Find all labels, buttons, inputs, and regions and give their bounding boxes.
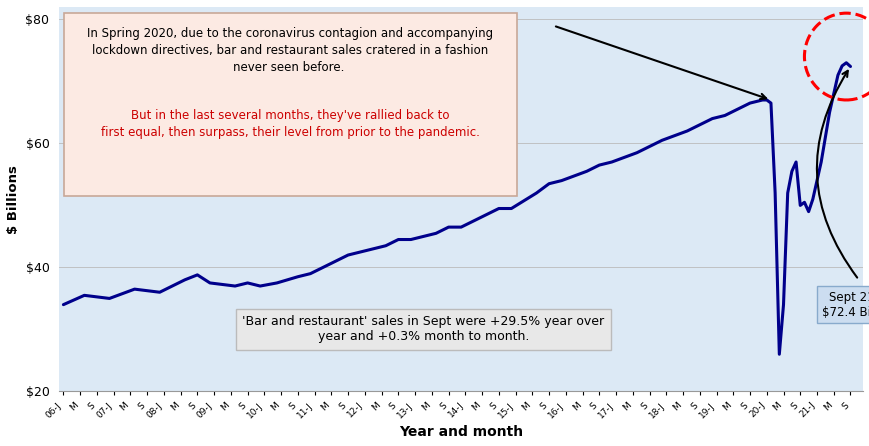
- X-axis label: Year and month: Year and month: [399, 425, 522, 439]
- Text: In Spring 2020, due to the coronavirus contagion and accompanying
lockdown direc: In Spring 2020, due to the coronavirus c…: [87, 27, 493, 74]
- Text: 'Bar and restaurant' sales in Sept were +29.5% year over
year and +0.3% month to: 'Bar and restaurant' sales in Sept were …: [242, 315, 604, 343]
- Text: But in the last several months, they've rallied back to
first equal, then surpas: But in the last several months, they've …: [101, 109, 480, 139]
- Y-axis label: $ Billions: $ Billions: [7, 165, 20, 234]
- Text: Sept 21 =
$72.4 Billion: Sept 21 = $72.4 Billion: [821, 291, 869, 318]
